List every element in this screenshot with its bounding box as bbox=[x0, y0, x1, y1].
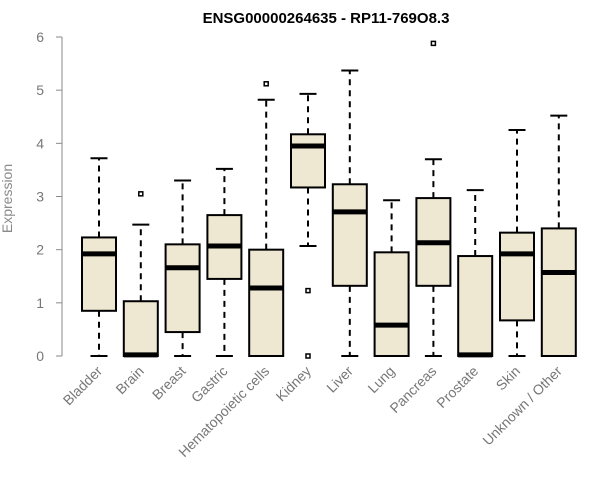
outlier-point bbox=[263, 81, 269, 87]
box-skin bbox=[499, 129, 535, 357]
box-pancreas bbox=[415, 40, 452, 357]
y-tick-label: 1 bbox=[36, 295, 44, 311]
y-tick-label: 5 bbox=[36, 82, 44, 98]
box-liver bbox=[331, 69, 368, 357]
box-breast bbox=[164, 179, 201, 357]
box-iqr bbox=[457, 255, 494, 357]
x-tick-label: Breast bbox=[149, 363, 189, 403]
box-iqr bbox=[164, 243, 201, 334]
outlier-point bbox=[305, 287, 311, 294]
box-iqr bbox=[540, 227, 577, 357]
y-tick-label: 6 bbox=[36, 29, 44, 45]
x-tick-label: Lung bbox=[364, 363, 397, 396]
x-tick-label: Skin bbox=[493, 363, 524, 394]
box-iqr bbox=[331, 183, 368, 287]
box-iqr bbox=[499, 231, 535, 322]
x-tick-label: Liver bbox=[323, 363, 356, 396]
x-tick-label: Bladder bbox=[60, 363, 106, 409]
box-iqr bbox=[248, 248, 285, 358]
box-hematopoietic-cells bbox=[248, 81, 285, 358]
box-bladder bbox=[81, 157, 117, 357]
y-tick-label: 4 bbox=[36, 135, 44, 151]
box-prostate bbox=[457, 189, 494, 358]
y-tick-label: 2 bbox=[36, 242, 44, 258]
y-tick-label: 0 bbox=[36, 348, 44, 364]
x-tick-label: Kidney bbox=[273, 363, 315, 405]
box-iqr bbox=[290, 133, 326, 189]
y-axis-label: Expression bbox=[0, 164, 15, 233]
x-tick-label: Brain bbox=[112, 363, 146, 397]
box-gastric bbox=[206, 167, 243, 357]
box-iqr bbox=[122, 300, 159, 358]
box-lung bbox=[373, 199, 410, 357]
box-group bbox=[81, 40, 577, 359]
x-tick-label: Unknown / Other bbox=[479, 363, 565, 449]
outlier-point bbox=[305, 353, 311, 359]
box-unknown-other bbox=[540, 114, 577, 357]
outlier-point bbox=[138, 191, 144, 197]
box-iqr bbox=[373, 251, 410, 357]
x-tick-label: Prostate bbox=[433, 363, 481, 411]
box-kidney bbox=[290, 92, 326, 359]
outlier-point bbox=[430, 40, 437, 47]
box-brain bbox=[122, 191, 159, 358]
y-axis: 0 1 2 3 4 5 6 bbox=[36, 29, 63, 364]
y-tick-label: 3 bbox=[36, 189, 44, 205]
chart-title: ENSG00000264635 - RP11-769O8.3 bbox=[203, 10, 450, 27]
box-iqr bbox=[81, 236, 117, 312]
